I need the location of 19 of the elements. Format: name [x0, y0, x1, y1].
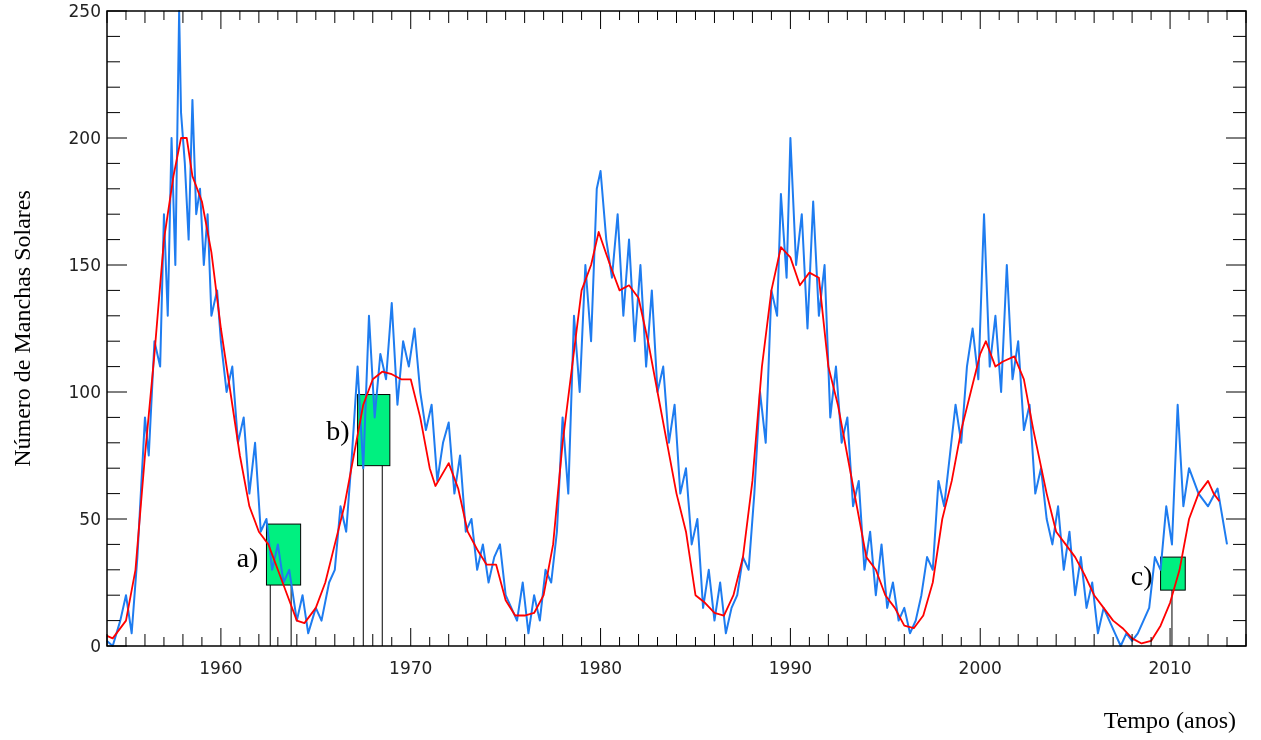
y-tick-label: 0 [90, 635, 101, 656]
x-tick-label: 1990 [768, 658, 813, 678]
x-axis-title: Tempo (anos) [1103, 707, 1236, 733]
x-tick-label: 2000 [958, 658, 1002, 678]
annotation: a) [236, 541, 259, 573]
annotation: c) [1130, 559, 1153, 591]
x-tick-label: 1970 [389, 658, 433, 678]
y-tick-label: 100 [68, 381, 101, 402]
y-tick-label: 250 [68, 0, 101, 21]
y-tick-label: 200 [68, 127, 101, 148]
line-series [106, 137, 1221, 645]
x-tick-label: 1980 [578, 658, 623, 678]
y-axis-title: Número de Manchas Solares [9, 190, 35, 467]
y-tick-label: 150 [68, 254, 101, 275]
x-tick-label: 2010 [1148, 658, 1192, 678]
x-tick-label: 1960 [199, 658, 243, 678]
line-series [106, 10, 1229, 647]
annotation: b) [326, 414, 350, 446]
y-tick-label: 50 [79, 508, 101, 529]
